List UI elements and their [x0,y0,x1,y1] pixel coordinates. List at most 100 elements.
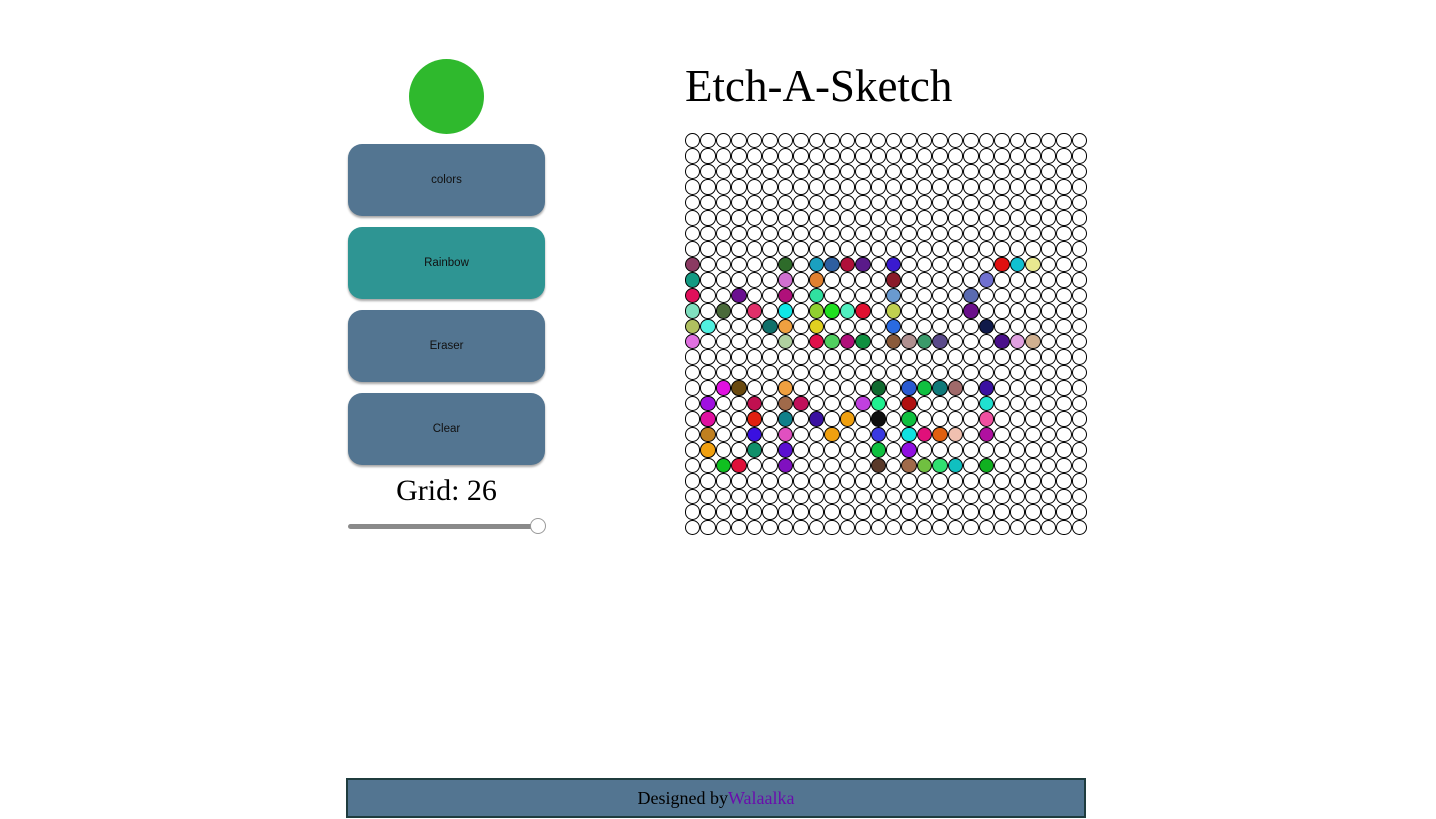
grid-cell[interactable] [793,194,809,211]
grid-cell[interactable] [1071,395,1087,412]
grid-cell[interactable] [715,504,732,520]
grid-cell[interactable] [1009,457,1026,474]
grid-cell[interactable] [715,473,732,489]
grid-cell[interactable] [932,179,948,195]
grid-cell[interactable] [1025,473,1041,489]
grid-cell[interactable] [1009,225,1026,242]
grid-cell[interactable] [855,148,871,164]
grid-cell[interactable] [731,349,747,365]
grid-cell[interactable] [1040,473,1057,489]
grid-cell[interactable] [777,488,794,505]
grid-cell[interactable] [901,225,917,242]
grid-cell[interactable] [1040,179,1057,195]
grid-cell[interactable] [870,179,886,195]
grid-cell[interactable] [685,148,701,164]
grid-cell[interactable] [1040,148,1057,164]
grid-cell[interactable] [762,194,778,211]
grid-cell[interactable] [994,349,1010,365]
grid-cell[interactable] [916,426,933,443]
grid-cell[interactable] [1009,473,1026,489]
grid-cell[interactable] [855,303,871,319]
grid-cell[interactable] [1040,287,1057,304]
grid-cell[interactable] [901,256,917,273]
grid-cell[interactable] [1009,411,1026,427]
grid-cell[interactable] [746,163,763,180]
grid-cell[interactable] [947,473,964,489]
grid-cell[interactable] [715,318,732,334]
grid-cell[interactable] [685,488,701,505]
grid-cell[interactable] [901,395,917,412]
grid-cell[interactable] [1040,349,1057,365]
grid-cell[interactable] [777,457,794,474]
grid-cell[interactable] [1009,133,1026,149]
grid-cell[interactable] [932,364,948,381]
grid-cell[interactable] [685,241,701,257]
grid-cell[interactable] [855,225,871,242]
grid-cell[interactable] [808,411,825,427]
grid-cell[interactable] [978,333,995,350]
grid-cell[interactable] [685,442,701,458]
grid-cell[interactable] [994,333,1010,350]
grid-cell[interactable] [793,318,809,334]
grid-cell[interactable] [793,473,809,489]
grid-cell[interactable] [1025,504,1041,520]
grid-cell[interactable] [824,395,840,412]
grid-cell[interactable] [1040,395,1057,412]
grid-cell[interactable] [731,488,747,505]
grid-cell[interactable] [1025,272,1041,288]
grid-cell[interactable] [700,395,716,412]
grid-cell[interactable] [1040,333,1057,350]
grid-cell[interactable] [885,148,902,164]
grid-cell[interactable] [793,225,809,242]
grid-cell[interactable] [839,380,856,396]
grid-cell[interactable] [1040,303,1057,319]
grid-cell[interactable] [947,179,964,195]
grid-cell[interactable] [700,318,716,334]
grid-cell[interactable] [916,225,933,242]
grid-cell[interactable] [715,194,732,211]
grid-cell[interactable] [916,148,933,164]
grid-cell[interactable] [1071,411,1087,427]
grid-cell[interactable] [978,287,995,304]
grid-cell[interactable] [824,380,840,396]
grid-cell[interactable] [1025,457,1041,474]
grid-cell[interactable] [901,210,917,226]
grid-cell[interactable] [978,241,995,257]
grid-cell[interactable] [885,473,902,489]
grid-cell[interactable] [715,256,732,273]
grid-cell[interactable] [901,426,917,443]
grid-cell[interactable] [1071,519,1087,535]
grid-cell[interactable] [1009,488,1026,505]
grid-cell[interactable] [963,133,979,149]
grid-cell[interactable] [793,179,809,195]
grid-cell[interactable] [1071,133,1087,149]
grid-cell[interactable] [855,179,871,195]
grid-cell[interactable] [916,519,933,535]
grid-cell[interactable] [885,364,902,381]
grid-cell[interactable] [963,395,979,412]
grid-cell[interactable] [916,333,933,350]
grid-cell[interactable] [932,457,948,474]
grid-cell[interactable] [885,256,902,273]
grid-cell[interactable] [808,210,825,226]
grid-cell[interactable] [839,457,856,474]
grid-cell[interactable] [978,426,995,443]
grid-cell[interactable] [885,133,902,149]
grid-cell[interactable] [978,519,995,535]
grid-cell[interactable] [870,442,886,458]
grid-cell[interactable] [947,395,964,412]
grid-cell[interactable] [777,194,794,211]
grid-cell[interactable] [870,504,886,520]
grid-cell[interactable] [1040,272,1057,288]
grid-cell[interactable] [700,442,716,458]
grid-cell[interactable] [715,179,732,195]
grid-cell[interactable] [885,303,902,319]
grid-cell[interactable] [808,519,825,535]
grid-cell[interactable] [916,411,933,427]
grid-cell[interactable] [839,210,856,226]
grid-cell[interactable] [731,318,747,334]
grid-cell[interactable] [870,457,886,474]
grid-cell[interactable] [870,272,886,288]
grid-cell[interactable] [1025,194,1041,211]
grid-cell[interactable] [885,504,902,520]
